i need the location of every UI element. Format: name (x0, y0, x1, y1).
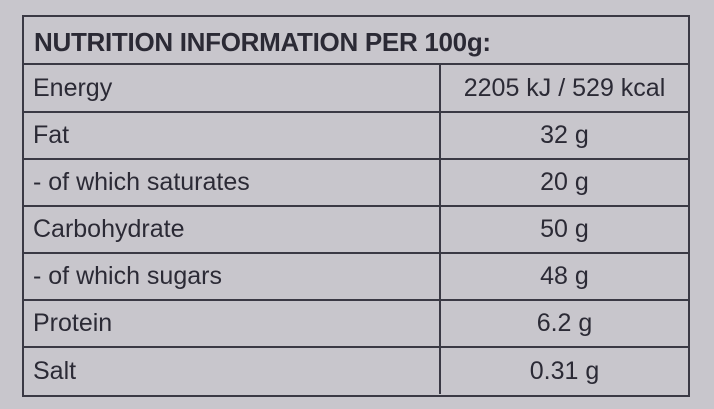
nutrient-value: 48 g (439, 252, 688, 300)
table-row: Fat 32 g (24, 111, 688, 159)
nutrition-table: Energy 2205 kJ / 529 kcal Fat 32 g- of whic… (24, 65, 688, 394)
table-row: Energy 2205 kJ / 529 kcal (24, 65, 688, 112)
nutrient-value: 6.2 g (439, 299, 688, 347)
nutrient-name: Carbohydrate (24, 205, 440, 253)
nutrient-value: 20 g (439, 158, 688, 206)
table-row: Salt 0.31 g (24, 346, 688, 394)
table-row: - of which sugars 48 g (24, 252, 688, 300)
table-row: - of which saturates 20 g (24, 158, 688, 206)
nutrition-panel: NUTRITION INFORMATION PER 100g: Energy 22… (22, 15, 690, 397)
table-row: Carbohydrate 50 g (24, 205, 688, 253)
nutrient-value: 2205 kJ / 529 kcal (439, 65, 688, 112)
table-title: NUTRITION INFORMATION PER 100g: (24, 17, 688, 65)
nutrient-name: Protein (24, 299, 440, 347)
table-body: Energy 2205 kJ / 529 kcal Fat 32 g- of whic… (24, 65, 688, 394)
nutrient-value: 50 g (439, 205, 688, 253)
nutrient-name: - of which sugars (24, 252, 440, 300)
nutrient-name: Fat (24, 111, 440, 159)
nutrient-name: Salt (24, 346, 440, 394)
nutrient-name: - of which saturates (24, 158, 440, 206)
nutrient-value: 0.31 g (439, 346, 688, 394)
nutrient-name: Energy (33, 73, 113, 102)
nutrient-value: 32 g (439, 111, 688, 159)
table-row: Protein 6.2 g (24, 299, 688, 347)
